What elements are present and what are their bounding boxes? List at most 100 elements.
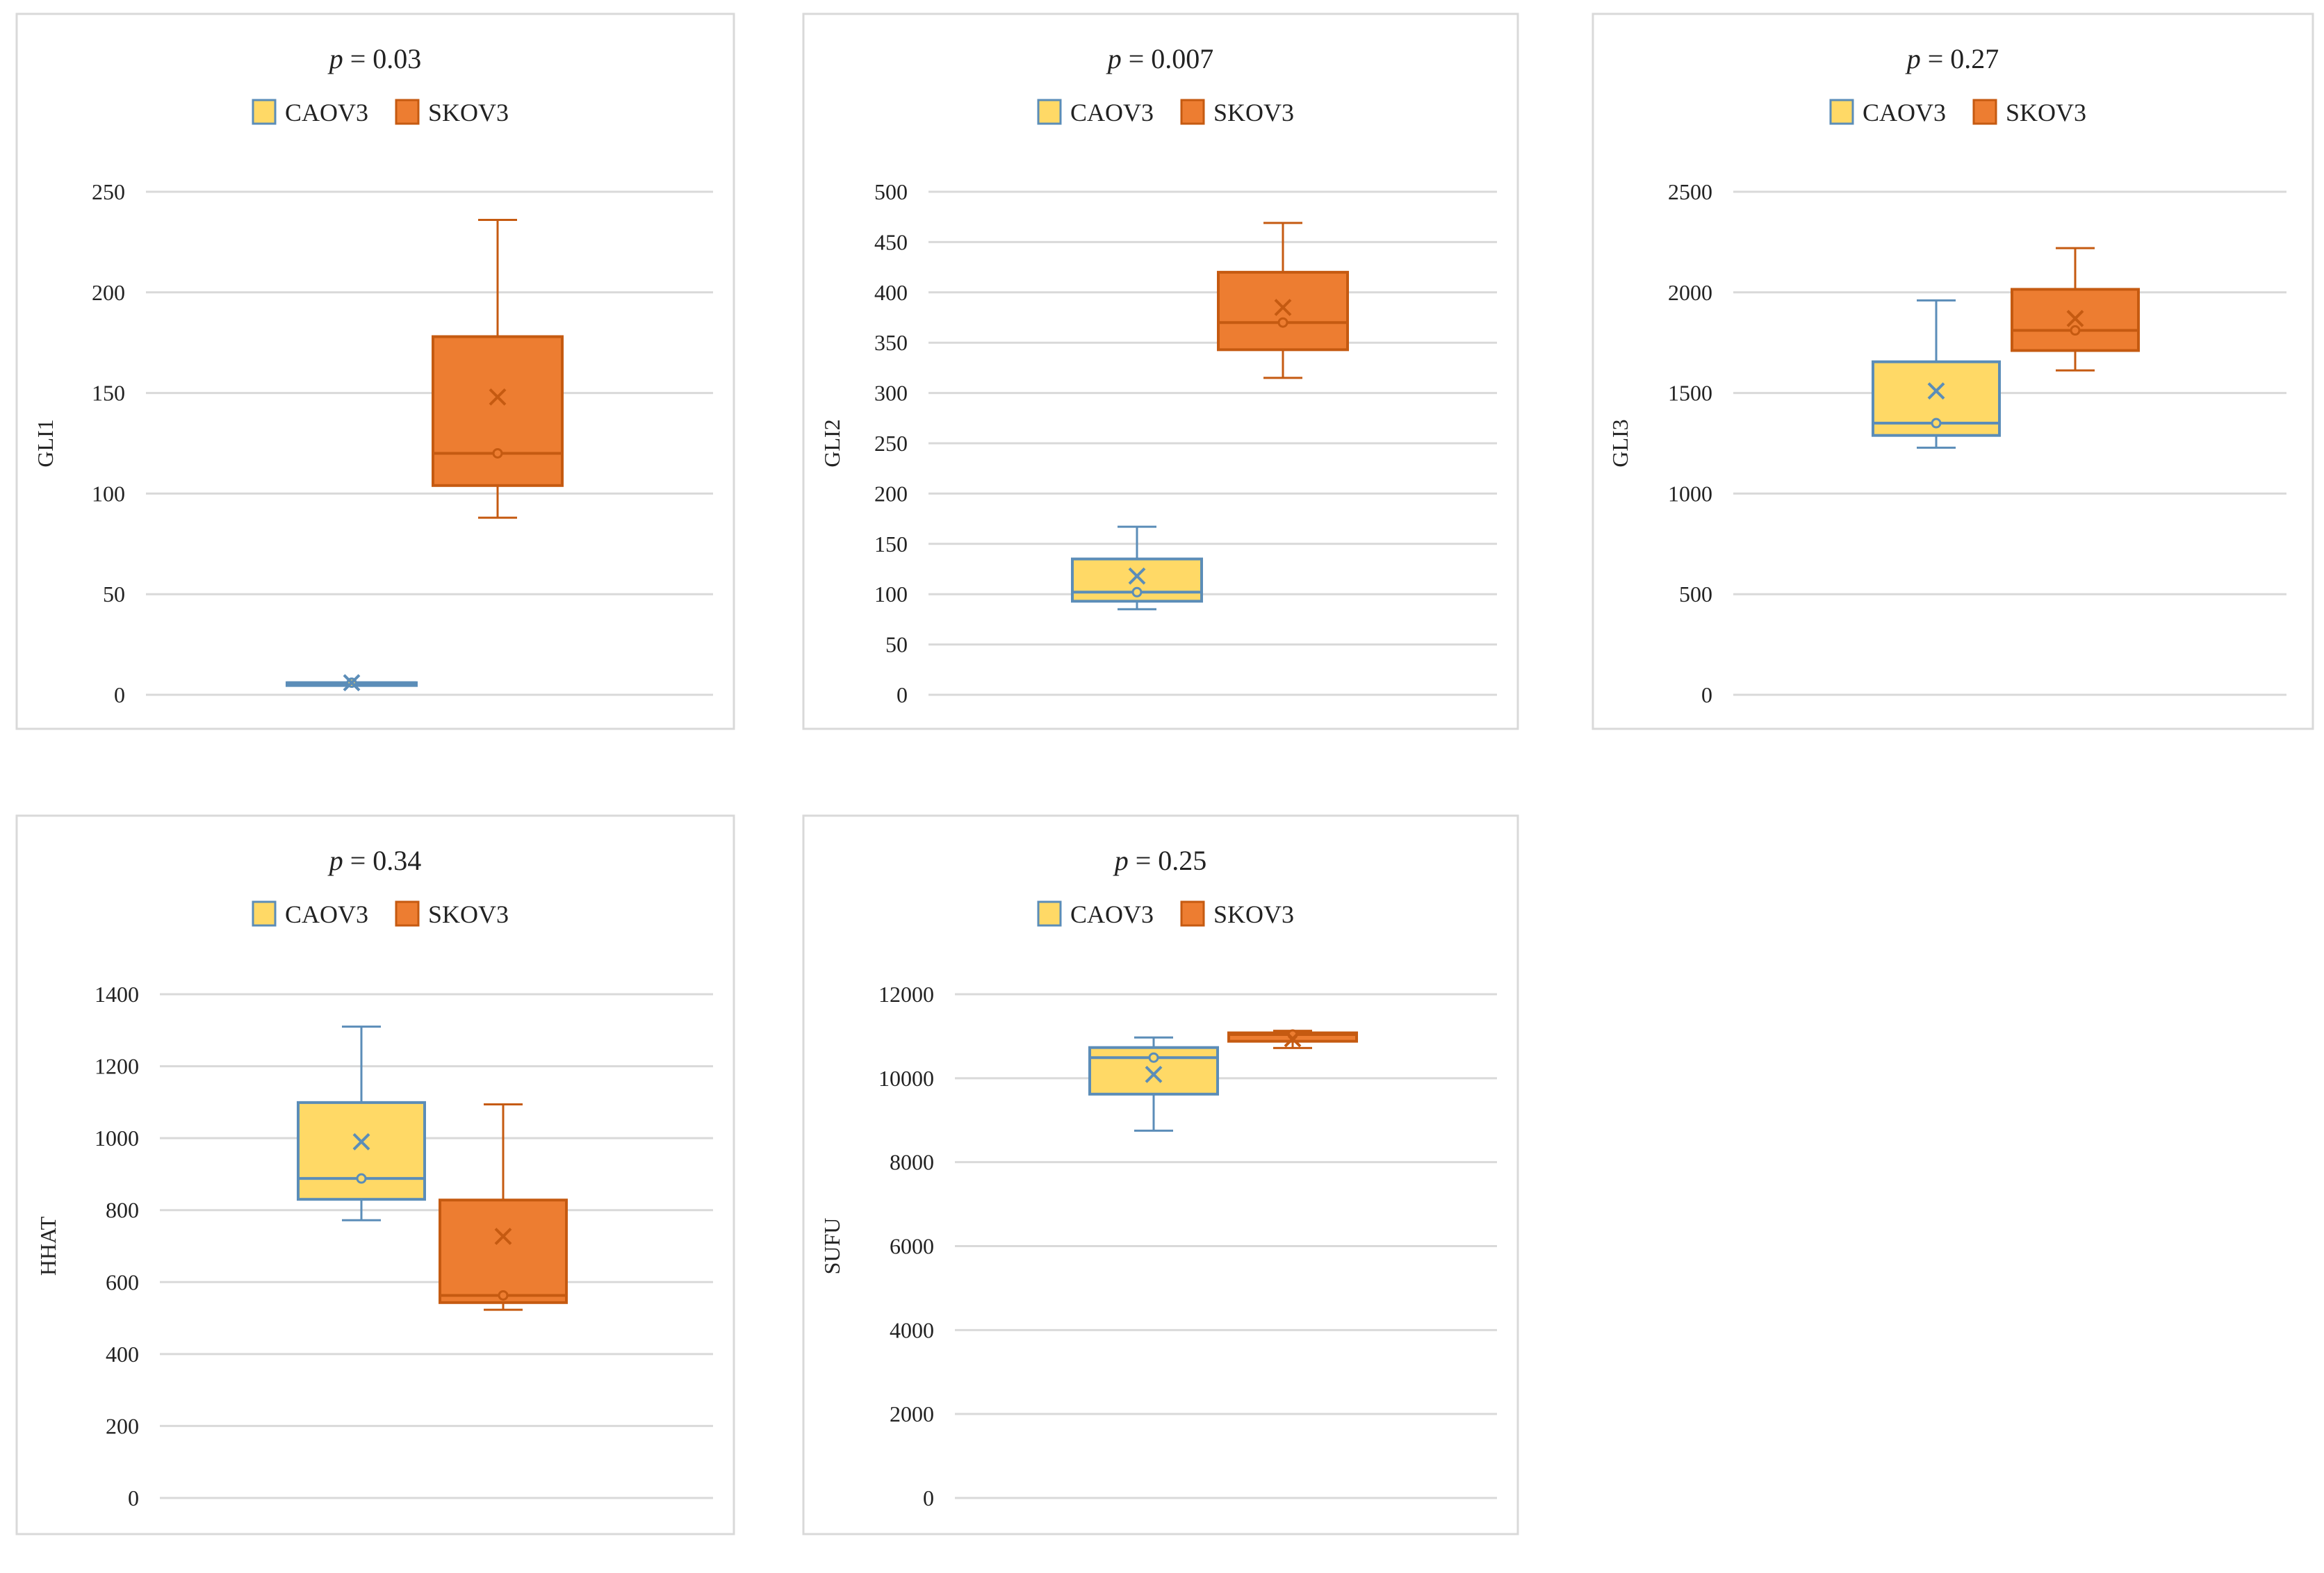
- legend-swatch-skov3: [1972, 99, 1997, 125]
- y-tick-label: 400: [874, 280, 908, 305]
- median-marker: [1931, 418, 1942, 429]
- y-tick-label: 150: [874, 532, 908, 557]
- chart-frame: [15, 13, 735, 730]
- box-iqr: [1217, 270, 1349, 352]
- y-tick-label: 600: [106, 1269, 139, 1294]
- y-tick-label: 0: [897, 682, 908, 707]
- y-tick-label: 6000: [890, 1234, 934, 1259]
- chart-title: p = 0.25: [1113, 845, 1207, 876]
- y-tick-label: 450: [874, 229, 908, 254]
- y-axis-label: GLI3: [1607, 419, 1632, 467]
- legend-swatch-caov3: [1829, 99, 1854, 125]
- y-tick-label: 500: [1679, 582, 1712, 607]
- chart-title-p: p: [327, 845, 343, 876]
- y-tick-label: 1500: [1668, 381, 1712, 406]
- y-tick-label: 2000: [1668, 280, 1712, 305]
- y-axis-label: GLI1: [33, 419, 58, 467]
- y-tick-label: 0: [114, 682, 125, 707]
- y-tick-label: 0: [1701, 682, 1712, 707]
- y-tick-label: 1000: [95, 1126, 139, 1151]
- chart-title-p: p: [1113, 845, 1129, 876]
- median-marker: [492, 447, 503, 459]
- mean-marker: [352, 1133, 370, 1151]
- mean-marker: [343, 674, 361, 692]
- chart-title-value: = 0.34: [350, 845, 422, 876]
- box-caov3: [1071, 525, 1203, 611]
- mean-x-stroke: [1274, 299, 1292, 316]
- chart-panel-gli1: p = 0.03 CAOV3 SKOV3 0 50 100 150 200 250 GLI1: [15, 13, 735, 730]
- legend-label-skov3: SKOV3: [1213, 900, 1294, 928]
- y-tick-label: 0: [923, 1485, 934, 1510]
- chart-title-value: = 0.007: [1129, 43, 1214, 74]
- chart-panel-hhat: p = 0.34 CAOV3 SKOV3 0 200 400 600 800 1000 1200 14…: [15, 814, 735, 1535]
- legend-label-caov3: CAOV3: [1070, 900, 1154, 928]
- legend-swatch-caov3: [1037, 900, 1062, 927]
- y-tick-label: 400: [106, 1342, 139, 1367]
- box-skov3: [1217, 222, 1349, 379]
- y-tick-label: 1400: [95, 982, 139, 1007]
- median-marker: [2070, 325, 2081, 336]
- legend-swatch-caov3: [252, 900, 277, 927]
- legend-swatch-caov3: [1037, 99, 1062, 125]
- legend-label-caov3: CAOV3: [285, 900, 368, 928]
- y-tick-label: 4000: [890, 1317, 934, 1342]
- legend-swatch-caov3: [252, 99, 277, 125]
- chart-panel-gli2: p = 0.007 CAOV3 SKOV3 0 50 100 150 200 250 300 350 4…: [802, 13, 1519, 730]
- median-marker: [1131, 586, 1143, 598]
- chart-title: p = 0.34: [327, 845, 422, 876]
- chart-title: p = 0.007: [1106, 43, 1214, 74]
- box-iqr: [439, 1199, 568, 1304]
- mean-x-stroke: [1145, 1065, 1163, 1083]
- legend-swatch-skov3: [1180, 900, 1205, 927]
- y-tick-label: 150: [92, 381, 125, 406]
- y-tick-label: 200: [106, 1413, 139, 1438]
- legend-label-skov3: SKOV3: [428, 99, 509, 126]
- y-tick-label: 2500: [1668, 179, 1712, 204]
- y-tick-label: 50: [103, 582, 125, 607]
- chart-panel-sufu: p = 0.25 CAOV3 SKOV3 0 2000 4000 6000 8000 10000 1…: [802, 814, 1519, 1535]
- mean-marker: [2066, 310, 2084, 327]
- mean-marker: [1145, 1065, 1163, 1083]
- chart-frame: [802, 13, 1519, 730]
- box-skov3: [439, 1103, 568, 1311]
- y-tick-label: 0: [128, 1485, 139, 1510]
- y-tick-label: 250: [92, 179, 125, 204]
- median-marker: [1148, 1052, 1159, 1063]
- median-marker: [498, 1290, 509, 1301]
- y-tick-label: 350: [874, 330, 908, 355]
- y-tick-label: 10000: [878, 1066, 934, 1091]
- median-marker: [1277, 317, 1288, 328]
- y-tick-label: 8000: [890, 1150, 934, 1175]
- y-tick-label: 50: [885, 632, 908, 657]
- legend-label-skov3: SKOV3: [1213, 99, 1294, 126]
- box-iqr: [432, 335, 564, 487]
- chart-title: p = 0.27: [1905, 43, 1999, 74]
- y-axis-label: SUFU: [819, 1218, 844, 1275]
- mean-marker: [489, 388, 507, 406]
- legend-swatch-skov3: [395, 99, 420, 125]
- y-tick-label: 250: [874, 431, 908, 456]
- y-axis-label: HHAT: [35, 1216, 60, 1276]
- mean-x-stroke: [1128, 567, 1146, 585]
- chart-panel-gli3: p = 0.27 CAOV3 SKOV3 0 500 1000 1500 2000 2500 GLI…: [1591, 13, 2314, 730]
- legend-label-skov3: SKOV3: [428, 900, 509, 928]
- legend-label-caov3: CAOV3: [1070, 99, 1154, 126]
- mean-x-stroke: [343, 674, 361, 692]
- chart-title-value: = 0.03: [350, 43, 422, 74]
- chart-title-p: p: [1106, 43, 1122, 74]
- box-skov3: [432, 219, 564, 519]
- y-axis-label: GLI2: [819, 419, 844, 467]
- legend-label-skov3: SKOV3: [2006, 99, 2086, 126]
- mean-marker: [1128, 567, 1146, 585]
- mean-x-stroke: [1927, 382, 1945, 400]
- y-tick-label: 100: [874, 582, 908, 607]
- y-tick-label: 1200: [95, 1054, 139, 1079]
- chart-title-p: p: [1905, 43, 1921, 74]
- legend-swatch-skov3: [395, 900, 420, 927]
- mean-marker: [1927, 382, 1945, 400]
- y-tick-label: 800: [106, 1198, 139, 1223]
- median-marker: [356, 1173, 367, 1184]
- legend-label-caov3: CAOV3: [285, 99, 368, 126]
- chart-title-p: p: [327, 43, 343, 74]
